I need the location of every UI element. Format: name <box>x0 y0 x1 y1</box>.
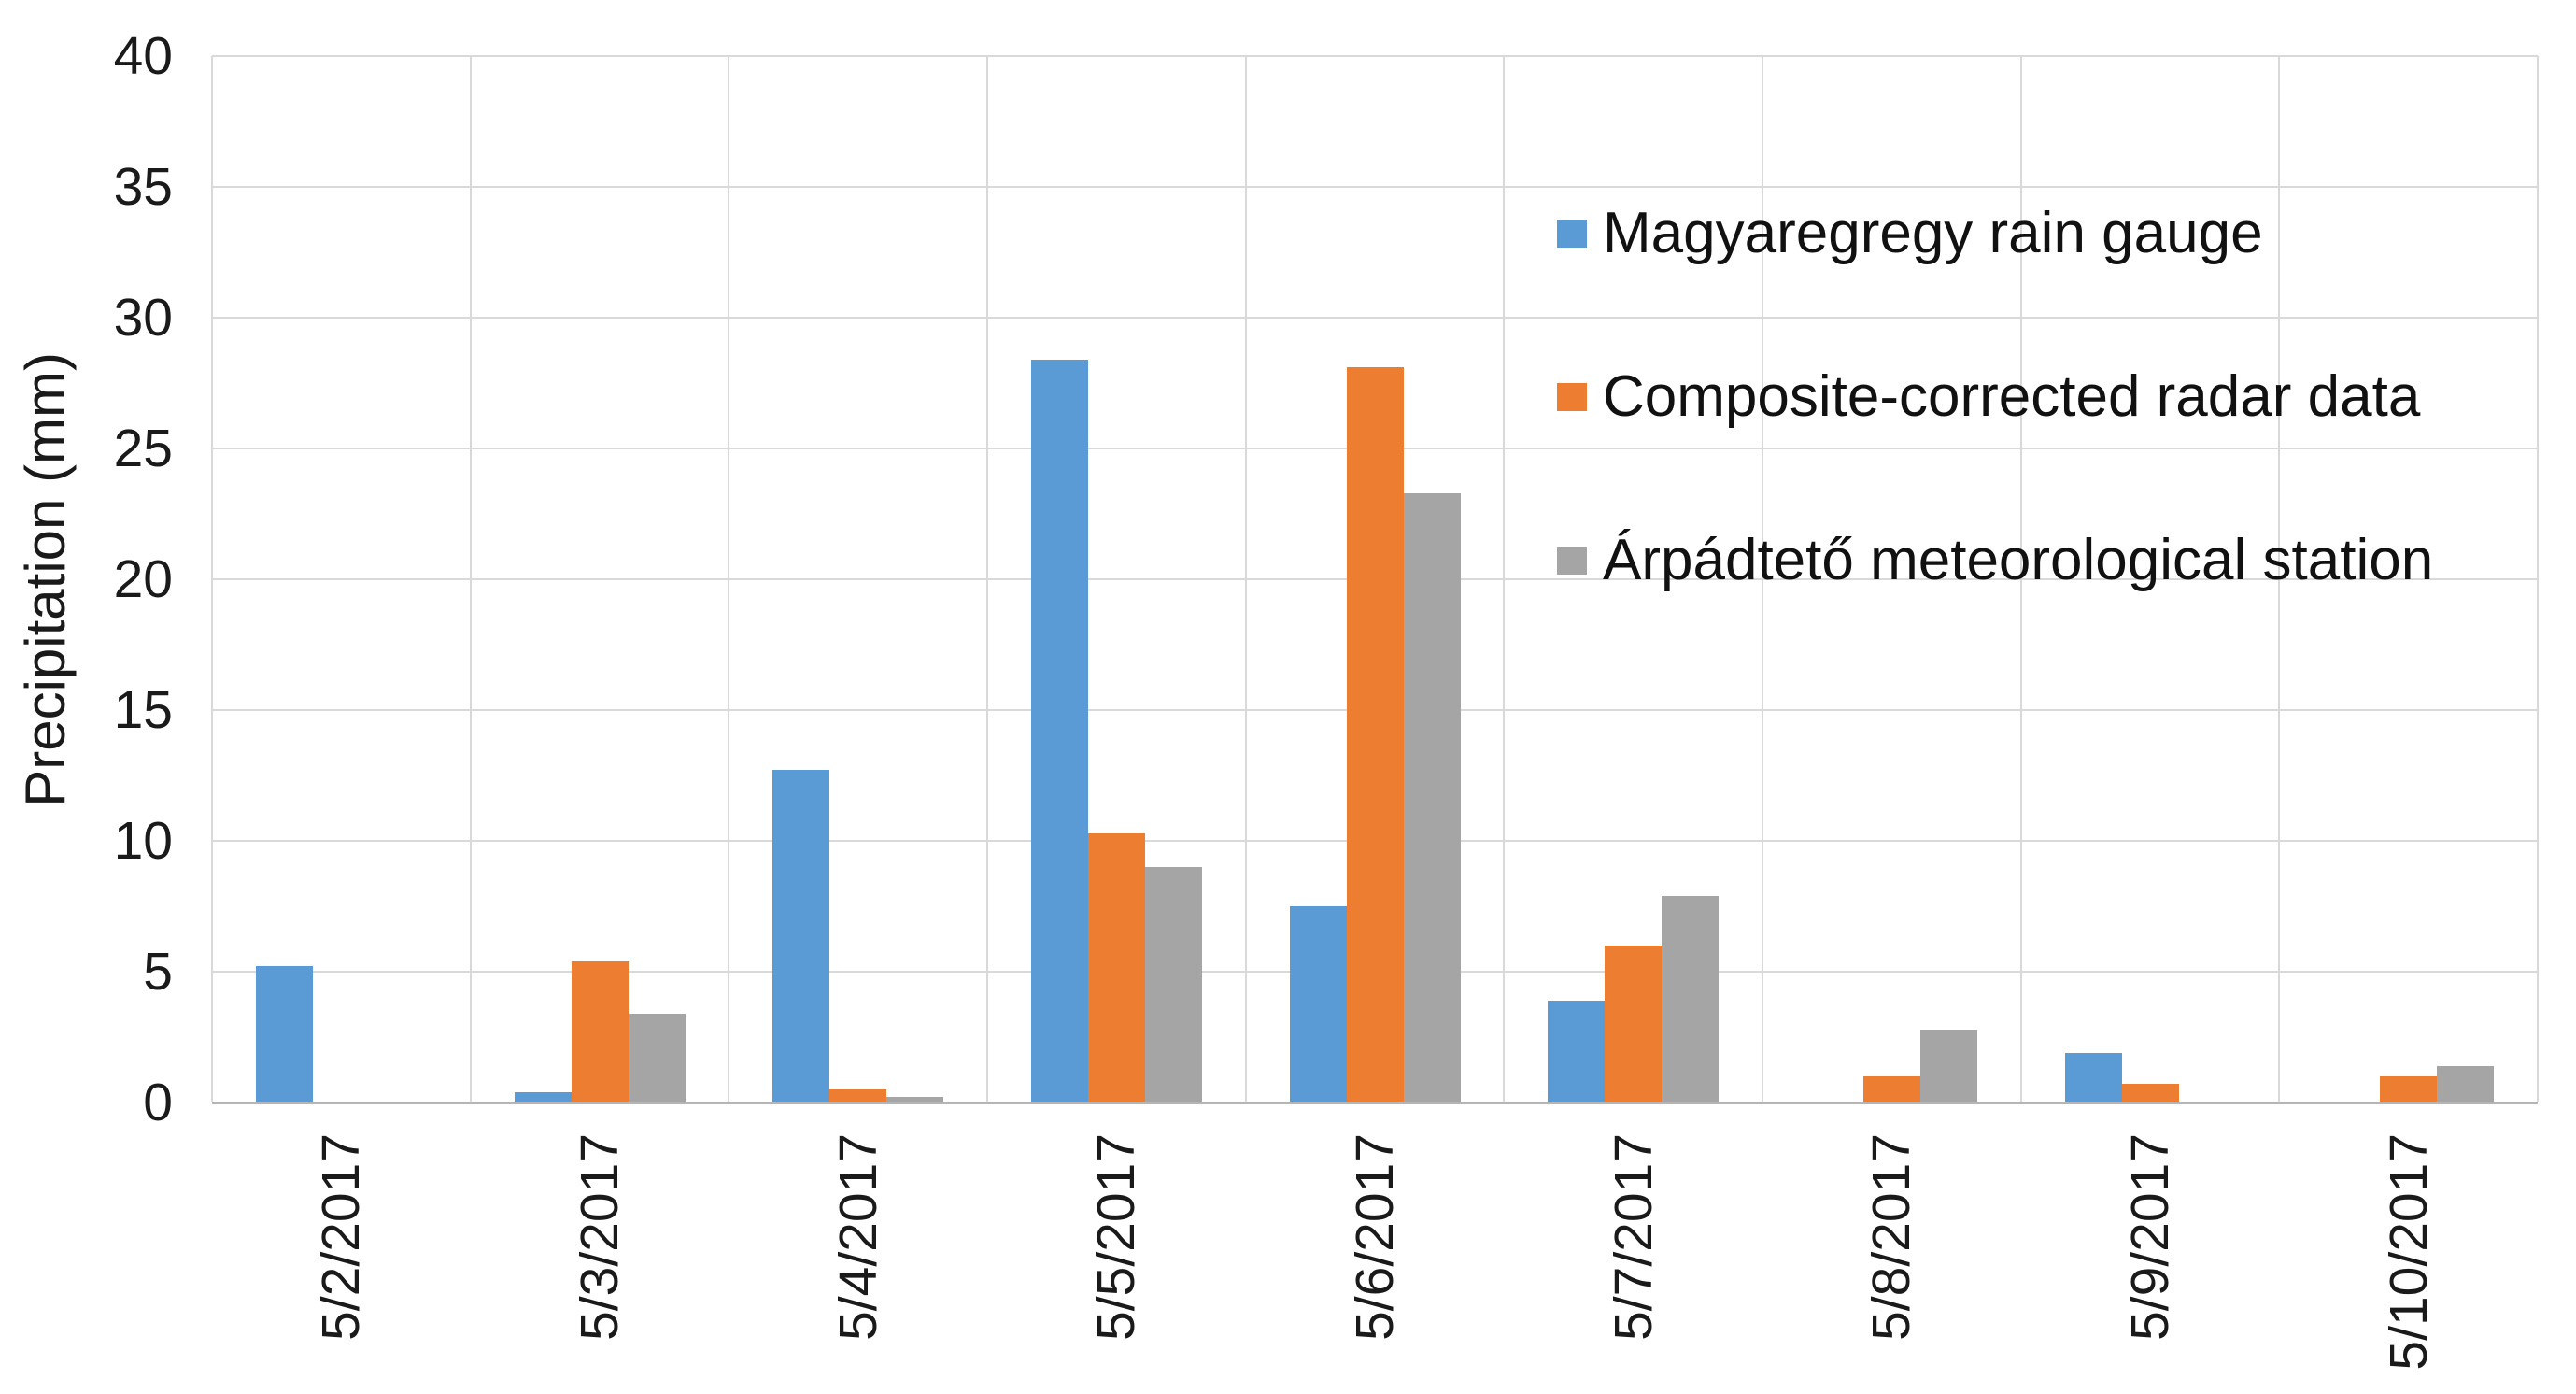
bar <box>2065 1053 2122 1102</box>
bar <box>2380 1076 2437 1102</box>
bar <box>1088 833 1145 1102</box>
y-axis-title: Precipitation (mm) <box>14 351 77 807</box>
legend-swatch-gray-icon <box>1557 547 1587 575</box>
bar <box>256 966 313 1102</box>
x-tick-label: 5/3/2017 <box>570 1133 630 1341</box>
x-tick-label: 5/8/2017 <box>1861 1133 1921 1341</box>
legend: Magyaregregy rain gauge Composite-correc… <box>1557 201 2434 696</box>
bar <box>515 1092 572 1102</box>
y-tick-label: 15 <box>113 680 173 740</box>
bar <box>1290 906 1347 1102</box>
bar <box>1548 1001 1605 1102</box>
x-tick-label: 5/7/2017 <box>1604 1133 1663 1341</box>
v-gridline <box>2537 56 2539 1102</box>
legend-item-rain-gauge: Magyaregregy rain gauge <box>1557 201 2433 265</box>
legend-swatch-blue-icon <box>1557 220 1587 248</box>
bar <box>1662 896 1719 1102</box>
bar <box>1031 360 1088 1102</box>
bar <box>629 1014 686 1102</box>
x-tick-label: 5/5/2017 <box>1086 1133 1146 1341</box>
bar <box>1404 493 1461 1102</box>
y-axis-title-wrap: Precipitation (mm) <box>13 56 78 1102</box>
h-gridline <box>212 317 2538 319</box>
y-tick-label: 5 <box>143 942 173 1002</box>
bar <box>2437 1066 2494 1102</box>
bar <box>2122 1084 2179 1102</box>
bar <box>1920 1030 1977 1102</box>
legend-label: Magyaregregy rain gauge <box>1603 201 2263 265</box>
x-axis-line <box>212 1102 2538 1104</box>
legend-item-radar-data: Composite-corrected radar data <box>1557 364 2433 429</box>
x-tick-label: 5/6/2017 <box>1345 1133 1405 1341</box>
y-tick-label: 35 <box>113 157 173 217</box>
legend-label: Árpádtető meteorological station <box>1603 528 2434 592</box>
bar <box>1605 946 1662 1102</box>
x-tick-label: 5/10/2017 <box>2379 1133 2439 1371</box>
h-gridline <box>212 186 2538 188</box>
legend-label: Composite-corrected radar data <box>1603 364 2421 429</box>
bar <box>1145 867 1202 1102</box>
bar <box>1347 367 1404 1102</box>
bar <box>572 961 629 1102</box>
y-tick-label: 20 <box>113 549 173 609</box>
bar <box>772 770 829 1102</box>
y-tick-label: 30 <box>113 288 173 348</box>
x-tick-label: 5/2/2017 <box>311 1133 371 1341</box>
y-tick-label: 10 <box>113 811 173 871</box>
bar <box>1863 1076 1920 1102</box>
bar <box>829 1089 886 1102</box>
legend-item-meteo-station: Árpádtető meteorological station <box>1557 528 2434 592</box>
bar <box>886 1097 943 1102</box>
x-tick-label: 5/4/2017 <box>828 1133 888 1341</box>
x-tick-label: 5/9/2017 <box>2120 1133 2180 1341</box>
legend-swatch-orange-icon <box>1557 383 1587 411</box>
y-tick-label: 0 <box>143 1073 173 1132</box>
y-tick-label: 25 <box>113 419 173 478</box>
y-tick-label: 40 <box>113 26 173 86</box>
h-gridline <box>212 55 2538 57</box>
